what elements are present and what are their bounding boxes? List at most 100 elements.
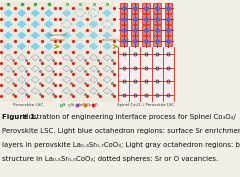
Polygon shape <box>64 66 70 71</box>
Polygon shape <box>43 64 54 73</box>
Polygon shape <box>30 8 41 18</box>
Text: Spinel Co₃O₄ / Perovskite LSC: Spinel Co₃O₄ / Perovskite LSC <box>117 103 175 107</box>
Bar <box>1 2 55 102</box>
Text: Co: Co <box>87 103 92 107</box>
Polygon shape <box>102 31 113 40</box>
Polygon shape <box>3 20 14 29</box>
Polygon shape <box>75 86 86 95</box>
Polygon shape <box>61 31 72 40</box>
Polygon shape <box>46 77 52 82</box>
Bar <box>165 25 172 35</box>
Bar <box>153 25 161 35</box>
Polygon shape <box>30 42 41 51</box>
Polygon shape <box>32 77 38 82</box>
Polygon shape <box>5 88 11 93</box>
Polygon shape <box>43 42 54 51</box>
Polygon shape <box>104 77 110 82</box>
Polygon shape <box>3 86 14 95</box>
Bar <box>131 3 138 13</box>
Polygon shape <box>16 53 27 62</box>
Bar <box>142 3 150 13</box>
Polygon shape <box>43 20 54 29</box>
Polygon shape <box>77 77 83 82</box>
Polygon shape <box>16 75 27 84</box>
Bar <box>118 2 174 102</box>
Text: Vo: Vo <box>71 103 75 107</box>
Polygon shape <box>30 20 41 29</box>
Polygon shape <box>30 64 41 73</box>
Polygon shape <box>43 86 54 95</box>
Polygon shape <box>46 88 52 93</box>
Text: La/Sr: La/Sr <box>79 103 88 107</box>
Polygon shape <box>75 64 86 73</box>
Polygon shape <box>3 42 14 51</box>
Polygon shape <box>77 88 83 93</box>
Polygon shape <box>77 55 83 60</box>
Text: Figure 1.: Figure 1. <box>2 114 38 120</box>
Polygon shape <box>88 20 99 29</box>
Bar <box>120 36 127 46</box>
Polygon shape <box>90 55 97 60</box>
Bar <box>131 36 138 46</box>
Polygon shape <box>19 66 25 71</box>
Polygon shape <box>75 53 86 62</box>
Polygon shape <box>64 88 70 93</box>
Polygon shape <box>3 31 14 40</box>
Polygon shape <box>75 75 86 84</box>
Polygon shape <box>104 88 110 93</box>
Polygon shape <box>75 31 86 40</box>
Polygon shape <box>102 53 113 62</box>
Polygon shape <box>88 42 99 51</box>
Polygon shape <box>104 66 110 71</box>
Bar <box>60 2 114 102</box>
Bar <box>153 14 161 24</box>
Polygon shape <box>102 8 113 18</box>
Bar <box>120 14 127 24</box>
Polygon shape <box>77 66 83 71</box>
Polygon shape <box>61 53 72 62</box>
Text: Illustration of engineering interface process for Spinel Co₃O₄/: Illustration of engineering interface pr… <box>18 114 236 120</box>
Polygon shape <box>30 53 41 62</box>
Polygon shape <box>3 8 14 18</box>
Text: structural
collapse: structural collapse <box>48 33 67 42</box>
Polygon shape <box>32 55 38 60</box>
Bar <box>153 36 161 46</box>
Polygon shape <box>30 31 41 40</box>
Text: (1): (1) <box>55 50 60 55</box>
Polygon shape <box>102 64 113 73</box>
Polygon shape <box>104 55 110 60</box>
Polygon shape <box>32 88 38 93</box>
Polygon shape <box>75 20 86 29</box>
Polygon shape <box>90 77 97 82</box>
Text: structure in La₀.₅Sr₀.₅CoO₃; dotted spheres: Sr or O vacancies.: structure in La₀.₅Sr₀.₅CoO₃; dotted sphe… <box>2 156 218 162</box>
Polygon shape <box>43 31 54 40</box>
Polygon shape <box>61 64 72 73</box>
Bar <box>165 36 172 46</box>
Bar <box>165 3 172 13</box>
Polygon shape <box>61 8 72 18</box>
Polygon shape <box>5 66 11 71</box>
Bar <box>165 14 172 24</box>
Polygon shape <box>102 75 113 84</box>
Polygon shape <box>30 86 41 95</box>
Bar <box>142 25 150 35</box>
Bar <box>142 14 150 24</box>
Polygon shape <box>61 75 72 84</box>
Polygon shape <box>16 8 27 18</box>
Polygon shape <box>64 77 70 82</box>
Polygon shape <box>64 55 70 60</box>
Polygon shape <box>43 75 54 84</box>
Polygon shape <box>61 42 72 51</box>
Polygon shape <box>16 86 27 95</box>
Polygon shape <box>75 42 86 51</box>
Text: O: O <box>95 103 98 107</box>
Polygon shape <box>43 53 54 62</box>
Polygon shape <box>46 55 52 60</box>
Polygon shape <box>5 77 11 82</box>
Polygon shape <box>16 64 27 73</box>
Bar <box>131 14 138 24</box>
Polygon shape <box>88 53 99 62</box>
Bar <box>131 25 138 35</box>
Polygon shape <box>16 31 27 40</box>
Polygon shape <box>102 42 113 51</box>
